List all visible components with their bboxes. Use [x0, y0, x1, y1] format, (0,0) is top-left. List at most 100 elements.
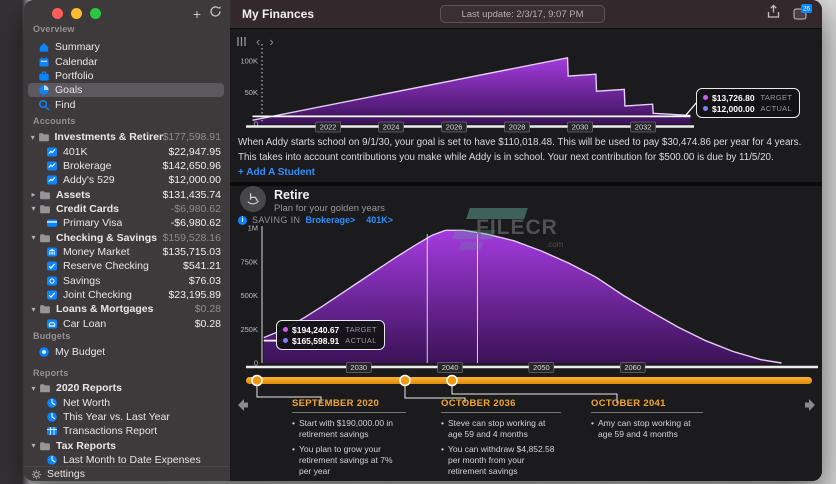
saving-in-row: i SAVING IN Brokerage> 401K>: [238, 215, 393, 225]
disclosure-down-icon[interactable]: ▾: [31, 233, 36, 243]
updates-badge-icon: 26: [793, 4, 812, 20]
target-line: [252, 56, 691, 121]
retire-subtitle: Plan for your golden years: [274, 203, 385, 214]
y-tick-label: 500K: [240, 291, 258, 300]
retire-title: Retire: [274, 188, 310, 202]
add-account-button[interactable]: +: [192, 6, 201, 22]
gear-icon: [31, 469, 42, 479]
education-chart-callout: $13,726.80 TARGET $12,000.00 ACTUAL: [696, 88, 801, 118]
saving-link-401k[interactable]: 401K>: [366, 215, 394, 225]
sidebar-account-savings[interactable]: Savings $76.03: [24, 273, 230, 287]
x-tick-box: [619, 362, 646, 373]
actual-dot: [703, 106, 708, 111]
milestone-connector: [404, 386, 466, 403]
x-tick-box: [567, 121, 593, 133]
forward-arrow-icon[interactable]: ›: [269, 33, 274, 49]
sidebar-account-primary-visa[interactable]: Primary Visa -$6,980.62: [24, 216, 230, 230]
window-controls: [52, 8, 101, 19]
sidebar-account-brokerage[interactable]: Brokerage $142,650.96: [24, 159, 230, 173]
milestone-october-2041: OCTOBER 2041 Amy can stop working at age …: [591, 398, 703, 444]
disclosure-down-icon[interactable]: ▾: [31, 441, 36, 451]
sidebar-account-joint-checking[interactable]: Joint Checking $23,195.89: [24, 288, 230, 302]
disclosure-down-icon[interactable]: ▾: [30, 132, 35, 142]
retirement-timeline[interactable]: [230, 372, 822, 414]
milestone-bullet: Amy can stop working at age 59 and 4 mon…: [591, 418, 703, 440]
y-tick-label: 0: [254, 120, 258, 129]
y-tick-label: 0: [254, 359, 258, 368]
sidebar-group-investments-retirement[interactable]: ▾Investments & Retirement$177,598.91: [30, 131, 221, 144]
timeline-milestone-dot[interactable]: [251, 374, 263, 387]
sidebar-account-car-loan[interactable]: Car Loan $0.28: [24, 316, 230, 330]
timeline-bar[interactable]: [246, 377, 812, 384]
sidebar-account-transactions-report[interactable]: Transactions Report: [24, 424, 230, 438]
x-tick-label: 2024: [383, 123, 400, 132]
y-tick-label: 50K: [245, 88, 258, 97]
sidebar-item-portfolio[interactable]: Portfolio: [24, 69, 230, 83]
minimize-window-button[interactable]: [71, 8, 82, 19]
scrub-handle-icon[interactable]: [236, 36, 247, 47]
y-tick-label: 750K: [240, 257, 258, 266]
notifications-button[interactable]: 26: [793, 4, 812, 26]
disclosure-right-icon[interactable]: ▸: [31, 190, 36, 200]
export-button[interactable]: [766, 4, 781, 25]
add-student-link[interactable]: + Add A Student: [238, 167, 315, 178]
folder-icon: [39, 382, 51, 394]
folder-icon: [39, 203, 51, 215]
education-goal-chart: 100K 50K 0 2022 2024 2026 2028 2030 2032: [240, 44, 698, 133]
sidebar-account-401k[interactable]: 401K $22,947.95: [24, 144, 230, 158]
x-tick-label: 2030: [350, 363, 367, 372]
close-window-button[interactable]: [52, 8, 63, 19]
y-tick-label: 100K: [240, 57, 258, 66]
retirement-target-value: $194,240.67: [292, 324, 340, 335]
target-dot: [283, 327, 288, 332]
sidebar-item-summary[interactable]: Summary: [24, 40, 230, 54]
share-icon: [767, 4, 780, 18]
back-arrow-icon[interactable]: ‹: [256, 33, 261, 49]
target-area: [263, 230, 782, 363]
sidebar-item-find[interactable]: Find: [24, 97, 230, 111]
folder-icon: [38, 131, 50, 143]
timeline-milestone-dot[interactable]: [399, 374, 411, 387]
milestone-date: OCTOBER 2036: [441, 398, 561, 413]
sidebar-account-reserve-checking[interactable]: Reserve Checking $541.21: [24, 259, 230, 273]
sidebar-group-loans-mortgages[interactable]: ▾ Loans & Mortgages $0.28: [24, 302, 230, 316]
sidebar-group-assets[interactable]: ▸ Assets $131,435.74: [24, 187, 230, 201]
house-icon: [38, 41, 50, 53]
settings-label: Settings: [47, 468, 85, 480]
disclosure-down-icon[interactable]: ▾: [31, 204, 36, 214]
sidebar-group-checking-savings[interactable]: ▾ Checking & Savings $159,528.16: [24, 230, 230, 244]
folder-icon: [39, 232, 51, 244]
sidebar-group-tax-reports[interactable]: ▾ Tax Reports: [24, 438, 230, 452]
sidebar-item-goals[interactable]: Goals: [24, 83, 230, 98]
sidebar-group-2020-reports[interactable]: ▾ 2020 Reports: [24, 381, 230, 395]
sidebar-account-last-month-to-date-expenses[interactable]: Last Month to Date Expenses: [24, 453, 230, 467]
disclosure-down-icon[interactable]: ▾: [31, 304, 36, 314]
disclosure-down-icon[interactable]: ▾: [31, 383, 36, 393]
last-update-pill: Last update: 2/3/17, 9:07 PM: [440, 5, 605, 23]
sync-button[interactable]: [209, 5, 222, 23]
x-tick-box: [437, 362, 463, 373]
budget-icon: [38, 346, 50, 358]
sidebar-group-credit-cards[interactable]: ▾ Credit Cards -$6,980.62: [24, 202, 230, 216]
x-tick-box: [630, 121, 656, 133]
x-tick-box: [346, 362, 372, 373]
sidebar-account-money-market[interactable]: Money Market $135,715.03: [24, 245, 230, 259]
folder-icon: [39, 440, 51, 452]
sidebar-account-addy-s-529[interactable]: Addy's 529 $12,000.00: [24, 173, 230, 187]
sidebar-item-my-budget[interactable]: My Budget: [24, 345, 230, 359]
calendar-icon: [38, 56, 50, 68]
timeline-next-arrow[interactable]: [802, 398, 818, 412]
sidebar-section-accounts: Accounts: [33, 116, 76, 126]
settings-button[interactable]: Settings: [24, 466, 236, 481]
sidebar-account-this-year-vs-last-year[interactable]: This Year vs. Last Year: [24, 410, 230, 424]
sidebar-item-calendar[interactable]: Calendar: [24, 54, 230, 68]
saving-link-brokerage[interactable]: Brokerage>: [305, 215, 356, 225]
chart-icon: [46, 146, 58, 158]
timeline-milestone-dot[interactable]: [446, 374, 458, 387]
timeline-prev-arrow[interactable]: [235, 398, 251, 412]
milestone-bullet: Start with $190,000.00 in retirement sav…: [292, 418, 406, 440]
briefcase-icon: [38, 70, 50, 82]
zoom-window-button[interactable]: [90, 8, 101, 19]
sidebar-account-net-worth[interactable]: Net Worth: [24, 395, 230, 409]
info-icon[interactable]: i: [238, 215, 247, 225]
